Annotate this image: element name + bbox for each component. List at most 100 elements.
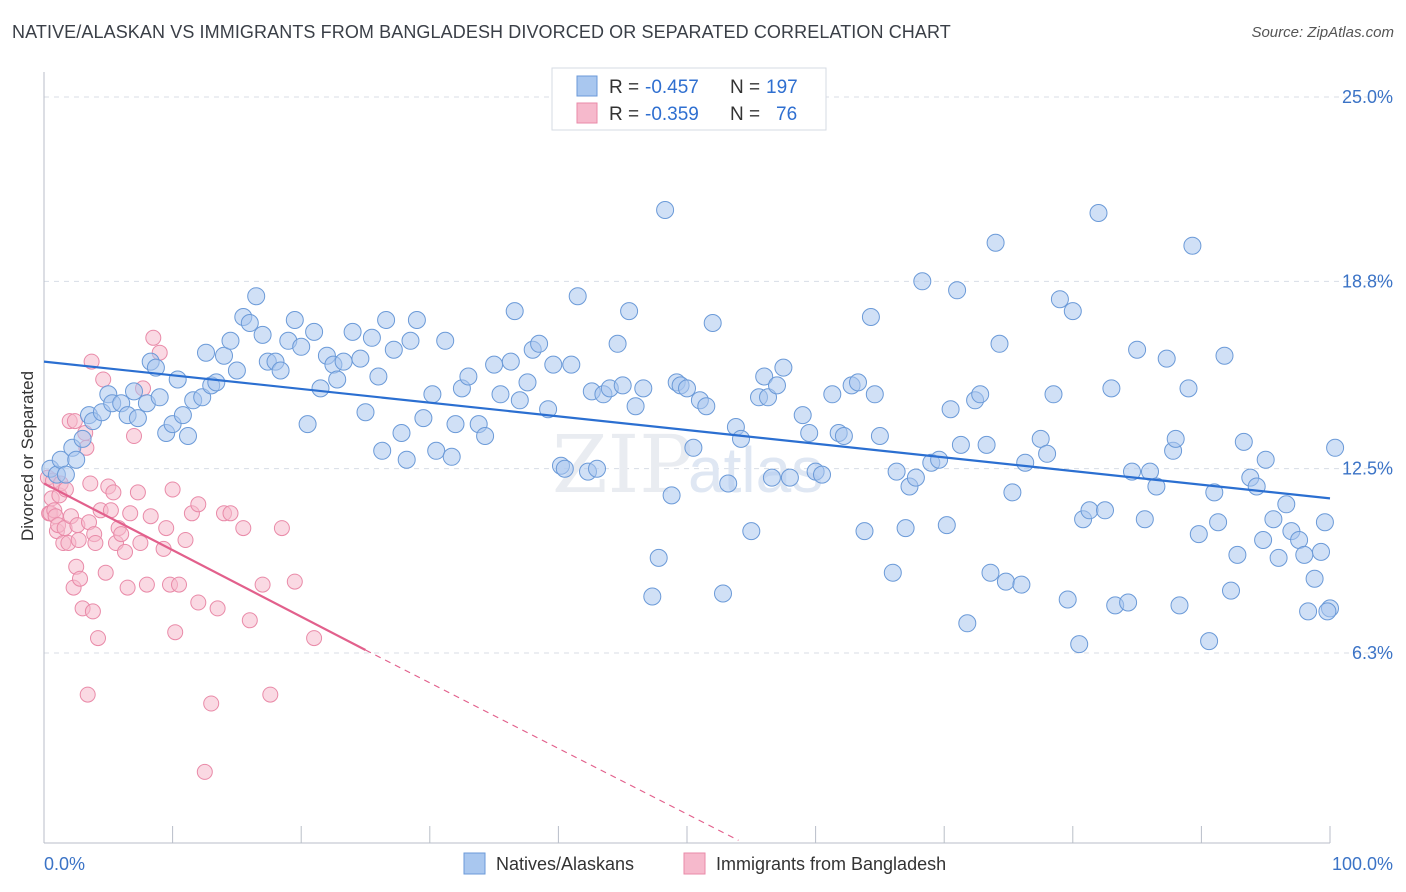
x-tick-label-min: 0.0% <box>44 854 85 874</box>
native-alaskan-point <box>823 385 842 404</box>
native-alaskan-point <box>981 563 1000 582</box>
native-alaskan-point <box>588 459 606 478</box>
y-tick-label: 18.8% <box>1342 271 1393 291</box>
native-alaskan-point <box>67 450 86 469</box>
native-alaskan-point <box>1318 602 1337 621</box>
native-alaskan-point <box>977 435 996 454</box>
legend-swatch-pink <box>576 102 598 124</box>
native-alaskan-point <box>1254 531 1273 549</box>
bangladesh-point <box>70 532 87 548</box>
native-alaskan-point <box>1050 290 1069 309</box>
y-tick-labels: 6.3% 12.5% 18.8% 25.0% <box>1342 87 1393 663</box>
native-alaskan-point <box>56 465 75 484</box>
native-alaskan-point <box>1012 575 1031 594</box>
native-alaskan-point <box>937 516 956 535</box>
bangladesh-point <box>241 612 258 629</box>
native-alaskan-point <box>793 406 812 425</box>
native-alaskan-point <box>958 614 977 633</box>
native-alaskan-point <box>328 370 347 389</box>
legend-r-label-blue: R = <box>609 77 639 98</box>
native-alaskan-point <box>373 441 392 460</box>
native-alaskan-point <box>1157 349 1176 368</box>
native-alaskan-point <box>1234 432 1253 451</box>
native-alaskan-point <box>1326 438 1345 457</box>
native-alaskan-point <box>951 435 970 454</box>
native-alaskan-point <box>948 281 967 300</box>
native-alaskan-point <box>427 441 446 460</box>
native-alaskan-point <box>678 379 696 398</box>
bangladesh-point <box>129 484 146 501</box>
bangladesh-point <box>82 475 99 492</box>
native-alaskan-point <box>384 340 403 359</box>
bangladesh-point <box>203 695 220 712</box>
bottom-legend-swatch-blue <box>463 852 486 875</box>
native-alaskan-point <box>292 337 311 356</box>
native-alaskan-point <box>125 382 143 401</box>
bangladesh-point <box>190 496 207 513</box>
bangladesh-point <box>222 505 239 522</box>
bangladesh-point <box>177 532 194 548</box>
native-alaskan-point <box>608 334 627 353</box>
native-alaskan-point <box>1089 204 1108 222</box>
bottom-legend-label-blue: Natives/Alaskans <box>496 854 634 874</box>
native-alaskan-point <box>305 322 324 341</box>
native-alaskan-point <box>459 367 478 386</box>
bottom-legend-label-pink: Immigrants from Bangladesh <box>716 854 946 874</box>
native-alaskan-point <box>1299 602 1318 621</box>
native-alaskan-point <box>215 346 233 365</box>
native-alaskan-point <box>423 385 442 404</box>
native-alaskan-point <box>1315 513 1334 532</box>
native-alaskan-point <box>476 427 495 445</box>
native-alaskan-point <box>656 201 675 219</box>
bangladesh-point <box>273 520 290 537</box>
native-alaskan-point <box>356 403 375 422</box>
native-alaskan-point <box>971 385 990 404</box>
native-alaskan-point <box>941 400 960 419</box>
bangladesh-point <box>142 508 159 525</box>
native-alaskan-point <box>1247 477 1266 496</box>
bangladesh-point <box>209 600 226 617</box>
native-alaskan-point <box>834 427 853 445</box>
native-alaskan-point <box>207 373 226 392</box>
native-alaskan-point <box>1038 444 1057 463</box>
native-alaskan-point <box>362 328 381 347</box>
native-alaskan-point <box>1147 477 1166 496</box>
native-alaskan-point <box>530 334 549 353</box>
native-alaskan-point <box>555 459 574 478</box>
native-alaskan-point <box>562 355 581 374</box>
native-alaskan-point <box>1166 429 1185 448</box>
bangladesh-point <box>117 543 133 560</box>
native-alaskan-point <box>1080 501 1099 520</box>
native-alaskan-point <box>501 352 520 371</box>
bangladesh-point <box>167 624 184 641</box>
native-alaskan-point <box>662 486 681 505</box>
native-alaskan-point <box>197 343 215 362</box>
native-alaskan-point <box>755 367 774 386</box>
native-alaskan-point <box>762 468 781 487</box>
native-alaskan-point <box>870 427 889 445</box>
chart-title: NATIVE/ALASKAN VS IMMIGRANTS FROM BANGLA… <box>12 22 951 42</box>
native-alaskan-point <box>849 373 867 392</box>
bangladesh-point <box>90 630 106 647</box>
native-alaskan-point <box>227 361 246 380</box>
native-alaskan-point <box>1215 346 1234 365</box>
native-alaskan-point <box>732 429 750 448</box>
bangladesh-point <box>84 603 101 620</box>
native-alaskan-point <box>397 450 416 469</box>
native-alaskan-point <box>1264 510 1283 529</box>
correlation-legend: R = -0.457 N = 197 R = -0.359 N = 76 <box>551 67 827 131</box>
y-tick-label: 12.5% <box>1342 459 1393 479</box>
legend-r-value-blue: -0.457 <box>645 77 699 98</box>
bangladesh-point <box>126 428 142 444</box>
native-alaskan-point <box>800 424 819 442</box>
bangladesh-point <box>79 686 96 703</box>
native-alaskan-point <box>913 272 932 291</box>
native-alaskan-point <box>298 415 317 434</box>
native-alaskan-point <box>896 519 915 538</box>
native-alaskan-point <box>221 331 240 350</box>
natives-trend-line <box>43 360 1331 500</box>
bangladesh-point <box>306 630 323 647</box>
native-alaskan-point <box>377 311 396 329</box>
native-alaskan-point <box>1189 525 1208 544</box>
